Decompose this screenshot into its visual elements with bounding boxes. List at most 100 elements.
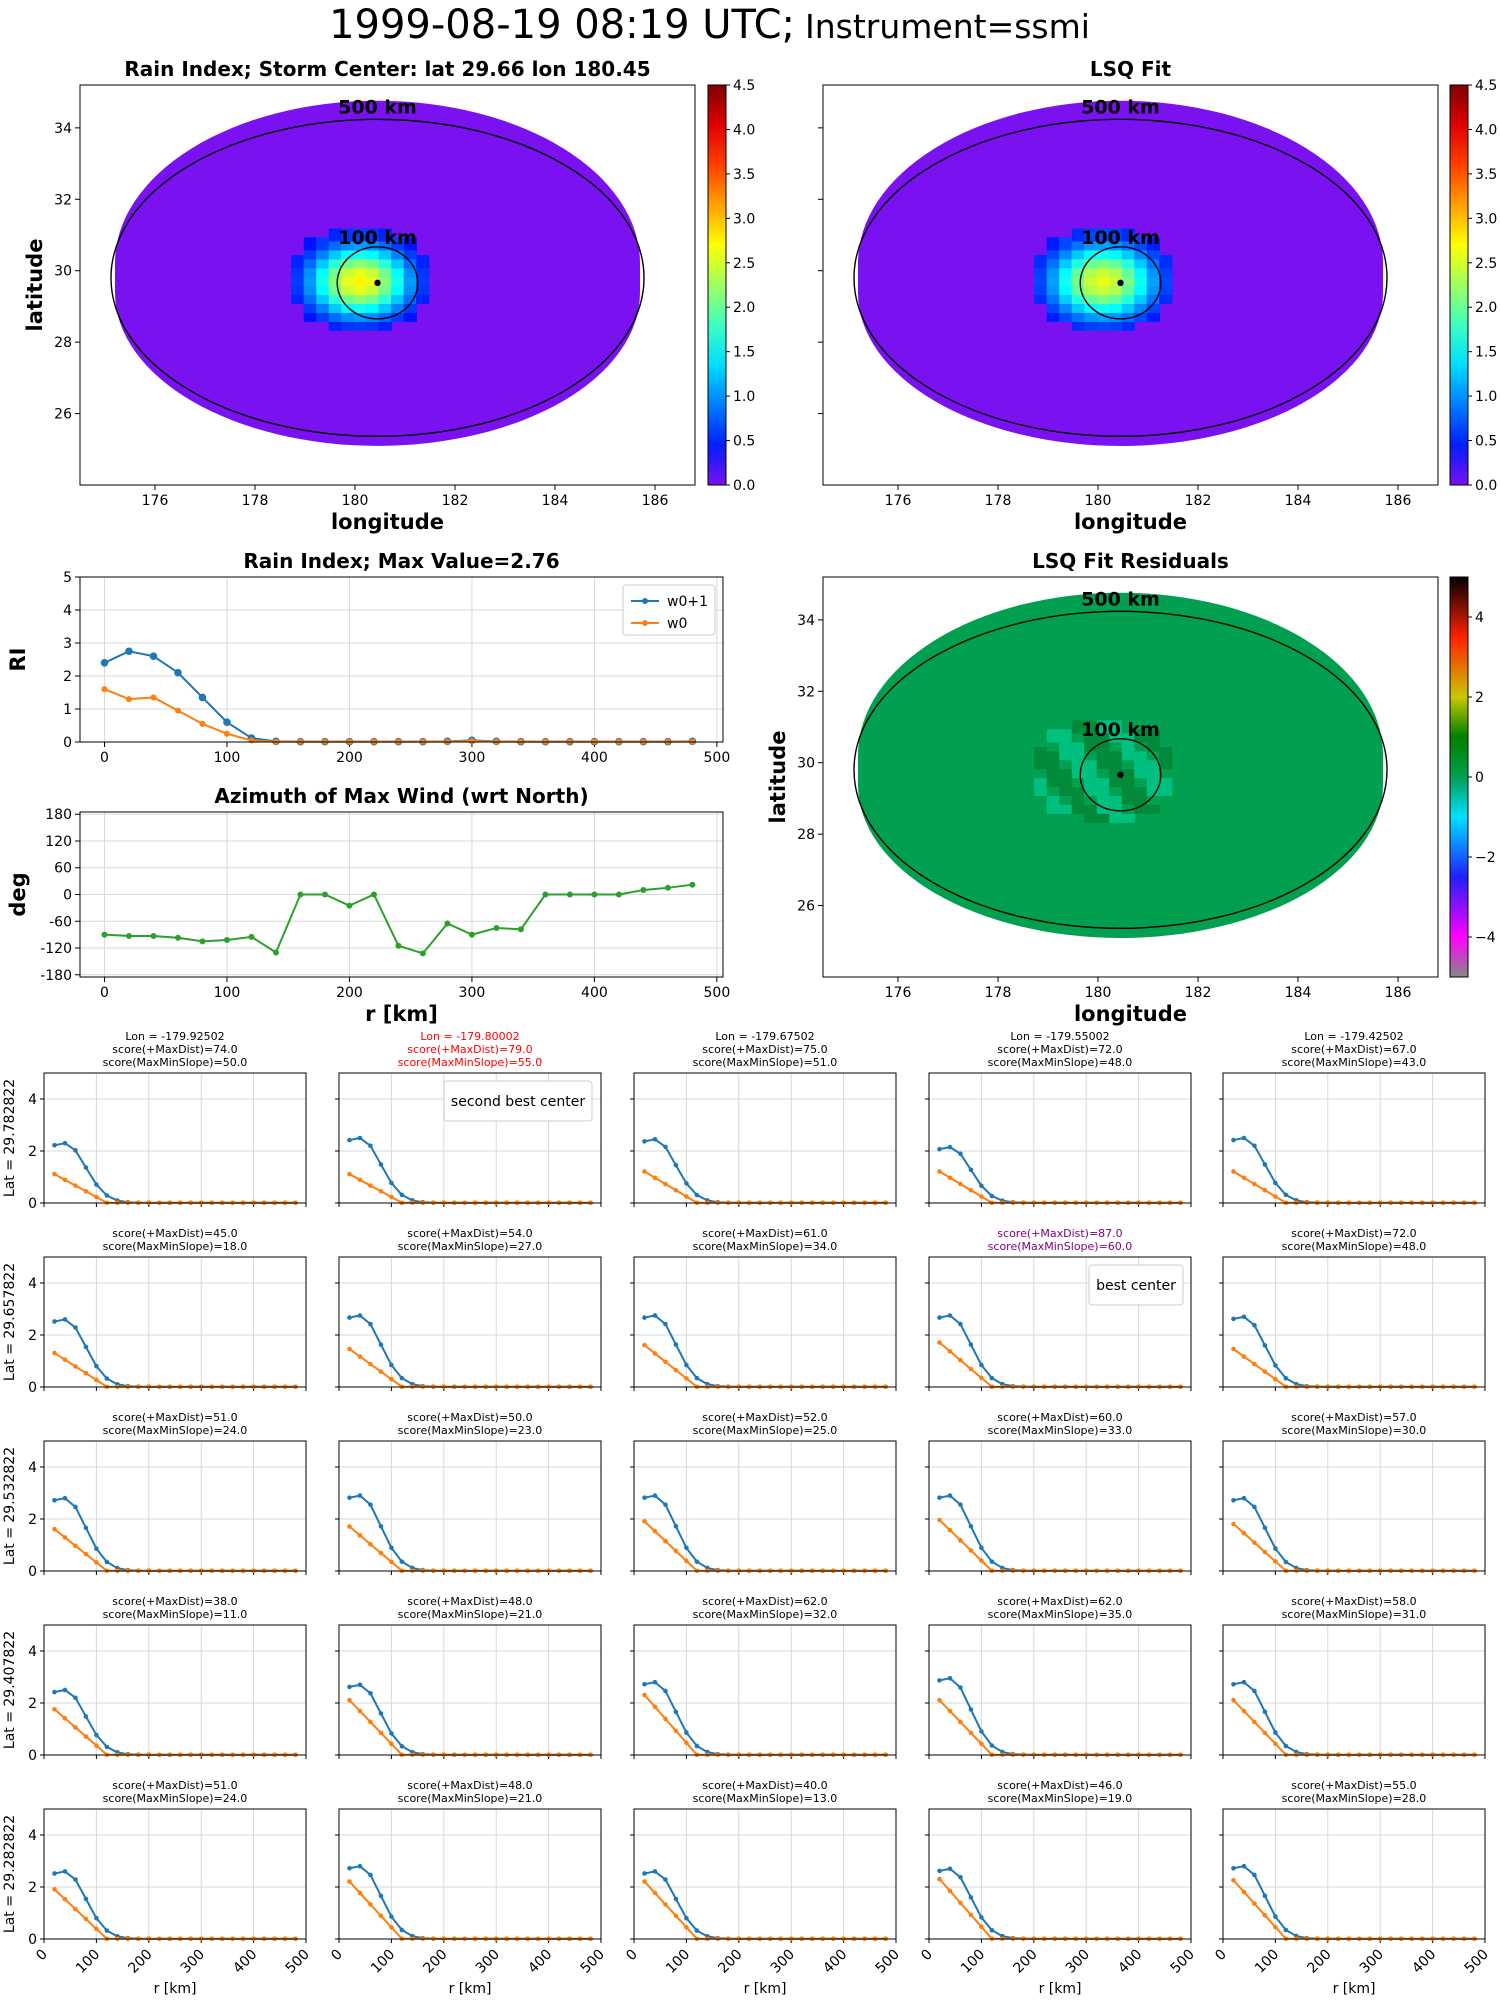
panel-score-slope: score(MaxMinSlope)=60.0	[988, 1240, 1133, 1253]
data-point	[958, 1719, 963, 1725]
data-point	[378, 1369, 384, 1374]
colorbar-tick-label: 2.5	[1475, 256, 1497, 272]
data-point	[62, 1687, 68, 1693]
x-tick-label: 180	[342, 493, 369, 509]
series-line	[939, 1146, 1181, 1204]
data-point	[968, 1912, 974, 1918]
data-point	[652, 1137, 658, 1142]
axes-frame	[43, 1808, 307, 1940]
data-point	[104, 1376, 110, 1381]
data-point	[83, 1165, 89, 1170]
data-point	[395, 942, 402, 949]
data-point	[94, 1377, 99, 1383]
colorbar	[707, 84, 727, 486]
suptitle-instrument: Instrument=ssmi	[805, 7, 1090, 46]
data-point	[150, 694, 157, 701]
axes-frame	[633, 1808, 897, 1940]
data-point	[968, 1187, 974, 1193]
grid-panel-r3-c1: score(+MaxDist)=48.0score(MaxMinSlope)=2…	[335, 1595, 602, 1759]
data-point	[1252, 1719, 1257, 1725]
x-axis-label: r [km]	[154, 1981, 197, 1997]
x-tick-label: 200	[336, 985, 363, 1001]
data-point	[378, 1162, 384, 1167]
data-point	[968, 1167, 974, 1173]
series-line	[348, 1699, 591, 1756]
data-point	[199, 938, 206, 945]
grid-panel-r3-c2: score(+MaxDist)=62.0score(MaxMinSlope)=3…	[630, 1595, 897, 1759]
data-point	[83, 1344, 89, 1350]
data-cell	[1146, 237, 1160, 251]
x-tick-label: 200	[420, 1947, 450, 1977]
data-point	[346, 902, 353, 909]
data-point	[1262, 1343, 1268, 1348]
series-line	[939, 1677, 1181, 1756]
panel-score-maxdist: score(+MaxDist)=62.0	[702, 1595, 827, 1608]
data-point	[347, 1137, 352, 1143]
row-lat-label: Lat = 29.657822	[2, 1263, 18, 1381]
data-point	[989, 1375, 995, 1381]
data-cell	[353, 228, 367, 242]
data-point	[958, 1874, 963, 1880]
data-cell	[1121, 228, 1135, 242]
y-tick-label: 0	[28, 1564, 37, 1580]
data-point	[1273, 1194, 1278, 1199]
panel-score-maxdist: score(+MaxDist)=52.0	[702, 1411, 827, 1424]
grid-panel-r1-c3: score(+MaxDist)=87.0score(MaxMinSlope)=6…	[925, 1227, 1192, 1391]
data-point	[347, 1697, 352, 1703]
x-tick-label: 100	[214, 985, 241, 1001]
panel-score-slope: score(MaxMinSlope)=32.0	[693, 1608, 838, 1621]
x-tick-label: 400	[581, 750, 608, 766]
data-point	[1252, 1688, 1257, 1694]
data-point	[368, 1872, 373, 1878]
y-tick-label: 3	[63, 636, 72, 652]
data-point	[444, 920, 451, 927]
data-point	[1252, 1504, 1257, 1510]
data-point	[652, 1351, 658, 1356]
suptitle-main: 1999-08-19 08:19 UTC;	[329, 2, 795, 48]
axes-frame	[79, 576, 724, 743]
data-point	[663, 1688, 668, 1694]
y-axis-label: deg	[6, 872, 30, 916]
grid-panel-r4-c2: 0 100 200 300 400 500 score(+MaxDist)=40.0scor…	[623, 1779, 903, 1997]
panel-lon-label: Lon = -179.67502	[715, 1030, 814, 1043]
x-tick-label: 200	[1010, 1947, 1040, 1977]
data-point	[83, 1714, 89, 1719]
second-best-label: second best center	[451, 1094, 585, 1110]
series-line	[644, 1494, 886, 1572]
data-point	[101, 931, 108, 938]
panel-score-maxdist: score(+MaxDist)=87.0	[997, 1227, 1122, 1240]
x-tick-label: 500	[578, 1947, 608, 1977]
data-point	[642, 1879, 647, 1884]
grid-panel-r2-c2: score(+MaxDist)=52.0score(MaxMinSlope)=2…	[630, 1411, 897, 1575]
grid-panel-r1-c0: 0 2 4 score(+MaxDist)=45.0score(MaxMinSlope…	[2, 1227, 307, 1396]
data-point	[62, 1896, 68, 1902]
data-point	[947, 1144, 953, 1150]
ring-label-500km: 500 km	[338, 97, 417, 119]
colorbar-tick-label: 2.5	[733, 256, 755, 272]
data-point	[1241, 1135, 1247, 1141]
data-point	[947, 1313, 953, 1318]
data-point	[83, 1189, 89, 1194]
series-line	[643, 1520, 886, 1572]
data-cell	[416, 255, 430, 269]
grid-panel-r0-c0: 0 2 4 Lon = -179.92502score(+MaxDist)=74.0s…	[2, 1030, 307, 1212]
panel-score-slope: score(MaxMinSlope)=30.0	[1282, 1424, 1427, 1437]
y-tick-label: 32	[54, 192, 72, 208]
data-cell	[366, 228, 380, 242]
data-point	[62, 1357, 68, 1362]
panel-score-maxdist: score(+MaxDist)=46.0	[997, 1779, 1122, 1792]
data-point	[694, 1375, 700, 1381]
x-tick-label: 500	[1462, 1947, 1492, 1977]
panel-score-maxdist: score(+MaxDist)=74.0	[112, 1043, 237, 1056]
series-line	[54, 1173, 296, 1204]
rain-index-map: 500 km 100 km 176 178 180 182 184 186 26 28 30 32 34…	[23, 57, 755, 534]
panel-score-maxdist: score(+MaxDist)=51.0	[112, 1411, 237, 1424]
panel-lon-label: Lon = -179.80002	[420, 1030, 519, 1043]
data-point	[347, 1524, 352, 1529]
series-line	[54, 1497, 296, 1572]
data-point	[368, 1143, 373, 1149]
colorbar-tick-label: 4.5	[733, 78, 755, 94]
data-point	[368, 1183, 373, 1188]
data-point	[357, 1493, 363, 1498]
y-tick-label: 0	[63, 735, 72, 751]
